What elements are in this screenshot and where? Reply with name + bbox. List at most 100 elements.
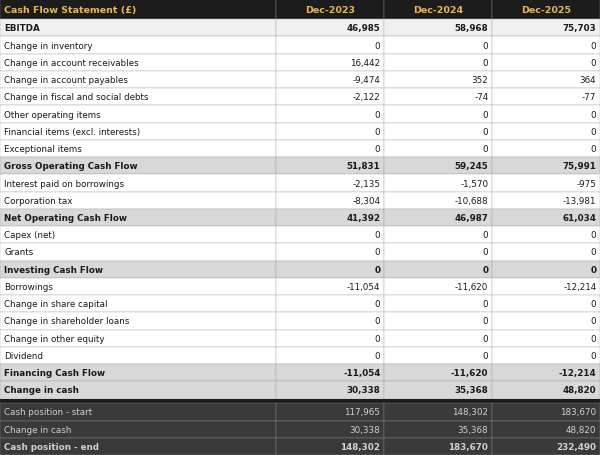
FancyBboxPatch shape — [276, 347, 384, 364]
Text: 0: 0 — [375, 248, 380, 257]
Text: 0: 0 — [483, 59, 488, 68]
FancyBboxPatch shape — [276, 209, 384, 227]
FancyBboxPatch shape — [276, 244, 384, 261]
FancyBboxPatch shape — [0, 106, 276, 123]
FancyBboxPatch shape — [276, 123, 384, 141]
Text: -11,620: -11,620 — [451, 369, 488, 377]
FancyBboxPatch shape — [492, 209, 600, 227]
FancyBboxPatch shape — [0, 227, 276, 244]
FancyBboxPatch shape — [276, 37, 384, 55]
FancyBboxPatch shape — [492, 278, 600, 295]
FancyBboxPatch shape — [492, 381, 600, 399]
FancyBboxPatch shape — [0, 330, 276, 347]
FancyBboxPatch shape — [276, 20, 384, 37]
Text: 41,392: 41,392 — [346, 213, 380, 222]
FancyBboxPatch shape — [384, 192, 492, 209]
FancyBboxPatch shape — [0, 278, 276, 295]
FancyBboxPatch shape — [492, 55, 600, 72]
FancyBboxPatch shape — [492, 175, 600, 192]
Text: 0: 0 — [483, 299, 488, 308]
Text: Change in account payables: Change in account payables — [4, 76, 128, 85]
Text: 148,302: 148,302 — [341, 442, 380, 451]
Text: 352: 352 — [472, 76, 488, 85]
FancyBboxPatch shape — [492, 158, 600, 175]
FancyBboxPatch shape — [492, 106, 600, 123]
FancyBboxPatch shape — [384, 381, 492, 399]
Text: 0: 0 — [483, 110, 488, 119]
FancyBboxPatch shape — [492, 404, 600, 420]
Text: 232,490: 232,490 — [556, 442, 596, 451]
Text: -10,688: -10,688 — [455, 196, 488, 205]
FancyBboxPatch shape — [0, 244, 276, 261]
FancyBboxPatch shape — [0, 123, 276, 141]
Text: 0: 0 — [591, 41, 596, 51]
FancyBboxPatch shape — [384, 20, 492, 37]
Text: 35,368: 35,368 — [455, 385, 488, 394]
Text: Dec-2025: Dec-2025 — [521, 5, 571, 15]
Text: 0: 0 — [591, 59, 596, 68]
Text: Cash Flow Statement (£): Cash Flow Statement (£) — [4, 5, 137, 15]
FancyBboxPatch shape — [276, 261, 384, 278]
Text: 58,968: 58,968 — [455, 24, 488, 33]
FancyBboxPatch shape — [384, 438, 492, 455]
Text: Borrowings: Borrowings — [4, 283, 53, 291]
Text: 59,245: 59,245 — [455, 162, 488, 171]
FancyBboxPatch shape — [0, 37, 276, 55]
FancyBboxPatch shape — [0, 381, 276, 399]
Text: Change in other equity: Change in other equity — [4, 334, 105, 343]
Text: 0: 0 — [375, 351, 380, 360]
Text: Other operating items: Other operating items — [4, 110, 101, 119]
FancyBboxPatch shape — [384, 227, 492, 244]
Text: 0: 0 — [483, 127, 488, 136]
Text: Change in account receivables: Change in account receivables — [4, 59, 139, 68]
Text: 0: 0 — [375, 299, 380, 308]
FancyBboxPatch shape — [384, 55, 492, 72]
Text: -77: -77 — [582, 93, 596, 102]
FancyBboxPatch shape — [0, 420, 276, 438]
FancyBboxPatch shape — [276, 141, 384, 158]
FancyBboxPatch shape — [384, 295, 492, 313]
FancyBboxPatch shape — [276, 404, 384, 420]
Text: 30,338: 30,338 — [347, 385, 380, 394]
Text: 0: 0 — [375, 127, 380, 136]
Text: Financial items (excl. interests): Financial items (excl. interests) — [4, 127, 140, 136]
Text: -74: -74 — [474, 93, 488, 102]
FancyBboxPatch shape — [276, 313, 384, 330]
Text: Change in shareholder loans: Change in shareholder loans — [4, 317, 130, 326]
Text: 0: 0 — [483, 351, 488, 360]
FancyBboxPatch shape — [384, 37, 492, 55]
Text: Grants: Grants — [4, 248, 34, 257]
Text: -8,304: -8,304 — [352, 196, 380, 205]
Text: 0: 0 — [483, 145, 488, 154]
Text: 30,338: 30,338 — [350, 425, 380, 434]
FancyBboxPatch shape — [0, 0, 276, 20]
FancyBboxPatch shape — [0, 261, 276, 278]
FancyBboxPatch shape — [492, 295, 600, 313]
FancyBboxPatch shape — [276, 381, 384, 399]
FancyBboxPatch shape — [0, 364, 276, 381]
FancyBboxPatch shape — [0, 438, 276, 455]
Text: 0: 0 — [482, 265, 488, 274]
FancyBboxPatch shape — [492, 37, 600, 55]
Text: EBITDA: EBITDA — [4, 24, 40, 33]
Text: -13,981: -13,981 — [563, 196, 596, 205]
FancyBboxPatch shape — [384, 89, 492, 106]
FancyBboxPatch shape — [384, 278, 492, 295]
FancyBboxPatch shape — [276, 158, 384, 175]
FancyBboxPatch shape — [0, 20, 276, 37]
Text: -9,474: -9,474 — [353, 76, 380, 85]
FancyBboxPatch shape — [0, 404, 276, 420]
Text: 0: 0 — [591, 110, 596, 119]
FancyBboxPatch shape — [276, 227, 384, 244]
FancyBboxPatch shape — [384, 244, 492, 261]
FancyBboxPatch shape — [0, 141, 276, 158]
Text: Investing Cash Flow: Investing Cash Flow — [4, 265, 103, 274]
Text: 183,670: 183,670 — [560, 408, 596, 416]
FancyBboxPatch shape — [492, 438, 600, 455]
Text: 0: 0 — [591, 317, 596, 326]
Text: 148,302: 148,302 — [452, 408, 488, 416]
Text: 0: 0 — [483, 248, 488, 257]
Text: Dividend: Dividend — [4, 351, 43, 360]
FancyBboxPatch shape — [276, 295, 384, 313]
FancyBboxPatch shape — [492, 244, 600, 261]
